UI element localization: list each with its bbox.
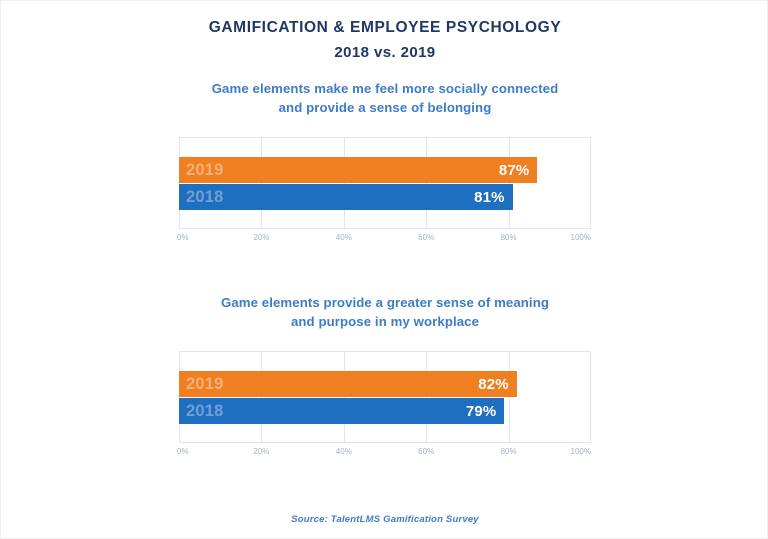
gridline <box>261 138 263 228</box>
chart-1-bar-2018-year: 2018 <box>186 187 224 206</box>
chart-1-title-line-1: Game elements make me feel more socially… <box>211 81 559 96</box>
x-tick-label: 20% <box>253 233 270 242</box>
chart-2-bar-2018-year: 2018 <box>186 401 224 420</box>
page-header: GAMIFICATION & EMPLOYEE PSYCHOLOGY 2018 … <box>1 17 768 64</box>
x-tick-label: 0% <box>177 447 189 456</box>
chart-1-plot-wrapper: 2019 87% 2018 81% 0% 20% 40% 60% 80% 100% <box>177 137 591 249</box>
x-tick-label: 60% <box>418 233 435 242</box>
chart-2-bar-2019-year: 2019 <box>186 374 224 393</box>
chart-2-title: Game elements provide a greater sense of… <box>1 293 768 331</box>
gridline <box>179 138 180 228</box>
chart-2-plot-wrapper: 2019 82% 2018 79% 0% 20% 40% 60% 80% 100% <box>177 351 591 463</box>
chart-2-title-line-2: and purpose in my workplace <box>290 314 480 329</box>
x-tick-label: 40% <box>335 233 352 242</box>
source-label: Source: TalentLMS Gamification Survey <box>291 514 479 525</box>
chart-2-bar-2019[interactable]: 2019 82% <box>179 371 517 397</box>
chart-2-x-axis: 0% 20% 40% 60% 80% 100% <box>177 447 591 463</box>
chart-1-bar-2019[interactable]: 2019 87% <box>179 157 538 183</box>
chart-1-plot-area: 2019 87% 2018 81% <box>179 137 591 229</box>
gridline <box>426 138 428 228</box>
gridline <box>426 352 428 442</box>
chart-block-1: Game elements make me feel more socially… <box>1 79 768 249</box>
x-tick-label: 80% <box>500 233 517 242</box>
chart-2-bar-2018-value: 79% <box>465 402 497 420</box>
gridline <box>590 138 591 228</box>
chart-2-bar-2019-value: 82% <box>478 375 509 393</box>
chart-2-title-line-1: Game elements provide a greater sense of… <box>220 295 550 310</box>
x-tick-label: 80% <box>500 447 517 456</box>
gridline <box>508 138 510 228</box>
x-tick-label: 20% <box>253 447 270 456</box>
chart-1-title: Game elements make me feel more socially… <box>1 79 768 117</box>
x-tick-label: 60% <box>418 447 435 456</box>
page-title: GAMIFICATION & EMPLOYEE PSYCHOLOGY <box>208 19 562 36</box>
chart-1-bar-2018[interactable]: 2018 81% <box>179 184 513 210</box>
chart-1-bar-2019-year: 2019 <box>186 160 224 179</box>
chart-block-2: Game elements provide a greater sense of… <box>1 293 768 463</box>
x-tick-label: 100% <box>570 233 591 242</box>
chart-2-plot-area: 2019 82% 2018 79% <box>179 351 591 443</box>
chart-2-bar-2018[interactable]: 2018 79% <box>179 398 505 424</box>
x-tick-label: 0% <box>177 233 189 242</box>
x-tick-label: 40% <box>335 447 352 456</box>
gridline <box>261 352 263 442</box>
gridline <box>508 352 510 442</box>
chart-1-bar-2018-value: 81% <box>474 188 505 206</box>
chart-1-bars: 2019 87% 2018 81% <box>179 157 591 228</box>
chart-1-x-axis: 0% 20% 40% 60% 80% 100% <box>177 233 591 249</box>
chart-1-title-line-2: and provide a sense of belonging <box>278 100 492 115</box>
gridline <box>343 138 345 228</box>
page-subtitle: 2018 vs. 2019 <box>334 44 436 61</box>
page-footer: Source: TalentLMS Gamification Survey <box>1 509 768 527</box>
gridline <box>179 352 180 442</box>
chart-2-bars: 2019 82% 2018 79% <box>179 371 591 442</box>
x-tick-label: 100% <box>570 447 591 456</box>
gridline <box>590 352 591 442</box>
chart-1-bar-2019-value: 87% <box>498 161 530 179</box>
gridline <box>343 352 345 442</box>
